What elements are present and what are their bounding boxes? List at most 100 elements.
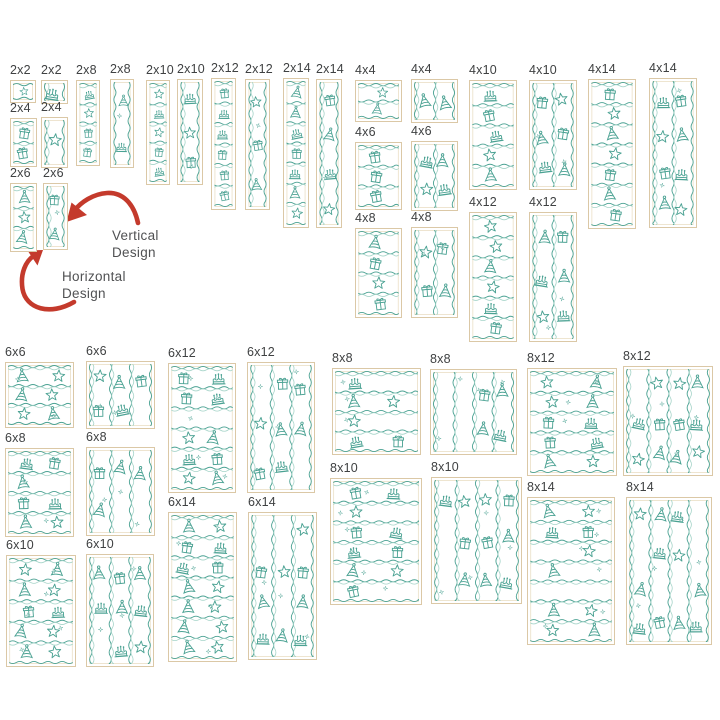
size-label-4x8-horizontal: 4x8 xyxy=(355,211,376,225)
size-label-8x14-horizontal: 8x14 xyxy=(527,480,555,494)
size-label-2x8-vertical: 2x8 xyxy=(110,62,131,76)
size-label-6x12-vertical: 6x12 xyxy=(247,345,275,359)
size-label-4x10-vertical: 4x10 xyxy=(529,63,557,77)
pattern-horizontal xyxy=(472,83,514,187)
pattern-horizontal xyxy=(9,558,73,664)
design-swatch-6x14-horizontal xyxy=(168,512,237,662)
size-label-8x14-vertical: 8x14 xyxy=(626,480,654,494)
pattern-horizontal xyxy=(79,83,97,163)
pattern-vertical xyxy=(46,186,65,247)
pattern-vertical xyxy=(652,81,694,225)
pattern-horizontal xyxy=(333,481,419,602)
size-label-2x12-horizontal: 2x12 xyxy=(211,61,239,75)
design-swatch-2x2-vertical xyxy=(41,80,68,104)
pattern-vertical xyxy=(414,144,455,208)
size-label-2x12-vertical: 2x12 xyxy=(245,62,273,76)
pattern-horizontal xyxy=(530,500,612,642)
size-label-8x10-vertical: 8x10 xyxy=(431,460,459,474)
pattern-horizontal xyxy=(358,145,399,207)
design-swatch-4x14-horizontal xyxy=(588,79,636,229)
design-swatch-4x6-vertical xyxy=(411,141,458,211)
pattern-horizontal xyxy=(171,366,233,490)
size-label-6x14-horizontal: 6x14 xyxy=(168,495,196,509)
pattern-horizontal xyxy=(13,186,34,249)
design-swatch-2x6-vertical xyxy=(43,183,68,250)
design-swatch-2x10-vertical xyxy=(177,79,203,185)
pattern-vertical xyxy=(532,83,574,187)
pattern-vertical xyxy=(251,515,314,657)
pattern-vertical xyxy=(180,82,200,182)
size-label-2x4-vertical: 2x4 xyxy=(41,100,62,114)
design-swatch-2x4-vertical xyxy=(41,117,68,168)
design-swatch-6x6-horizontal xyxy=(5,362,74,428)
horizontal-design-note-line1: Horizontal xyxy=(62,269,126,284)
size-label-4x12-horizontal: 4x12 xyxy=(469,195,497,209)
design-swatch-8x12-horizontal xyxy=(527,368,617,476)
design-swatch-4x10-horizontal xyxy=(469,80,517,190)
size-label-4x6-horizontal: 4x6 xyxy=(355,125,376,139)
size-label-4x8-vertical: 4x8 xyxy=(411,210,432,224)
size-label-4x14-vertical: 4x14 xyxy=(649,61,677,75)
design-swatch-2x8-vertical xyxy=(110,79,134,168)
design-swatch-4x6-horizontal xyxy=(355,142,402,210)
horizontal-design-note: Horizontal Design xyxy=(62,268,126,302)
pattern-horizontal xyxy=(13,121,34,164)
pattern-vertical xyxy=(44,120,65,165)
design-swatch-4x4-horizontal xyxy=(355,80,402,122)
vertical-design-note-line1: Vertical xyxy=(112,228,159,243)
size-label-4x12-vertical: 4x12 xyxy=(529,195,557,209)
design-swatch-2x8-horizontal xyxy=(76,80,100,166)
size-label-8x12-vertical: 8x12 xyxy=(623,349,651,363)
size-label-8x12-horizontal: 8x12 xyxy=(527,351,555,365)
size-label-4x4-horizontal: 4x4 xyxy=(355,63,376,77)
size-label-2x10-horizontal: 2x10 xyxy=(146,63,174,77)
design-swatch-8x10-horizontal xyxy=(330,478,422,605)
size-label-2x10-vertical: 2x10 xyxy=(177,62,205,76)
design-swatch-6x12-vertical xyxy=(247,362,315,493)
design-swatch-2x2-horizontal xyxy=(10,80,36,103)
size-label-6x8-horizontal: 6x8 xyxy=(5,431,26,445)
pattern-vertical xyxy=(44,83,65,101)
pattern-horizontal xyxy=(472,215,514,339)
design-swatch-4x10-vertical xyxy=(529,80,577,190)
size-label-6x14-vertical: 6x14 xyxy=(248,495,276,509)
size-label-6x10-vertical: 6x10 xyxy=(86,537,114,551)
pattern-horizontal xyxy=(286,81,306,225)
pattern-vertical xyxy=(89,364,152,426)
vertical-design-arrow xyxy=(66,190,141,226)
size-label-4x6-vertical: 4x6 xyxy=(411,124,432,138)
design-swatch-8x8-horizontal xyxy=(332,368,421,455)
vertical-design-note-line2: Design xyxy=(112,245,156,260)
design-swatch-6x8-horizontal xyxy=(5,448,74,537)
size-label-4x4-vertical: 4x4 xyxy=(411,62,432,76)
horizontal-design-note-line2: Design xyxy=(62,286,106,301)
design-swatch-6x6-vertical xyxy=(86,361,155,429)
pattern-horizontal xyxy=(591,82,633,226)
design-swatch-2x12-vertical xyxy=(245,79,270,210)
pattern-vertical xyxy=(113,82,131,165)
pattern-vertical xyxy=(89,557,151,664)
pattern-horizontal xyxy=(358,231,399,315)
design-swatch-4x12-horizontal xyxy=(469,212,517,342)
pattern-horizontal xyxy=(335,371,418,452)
design-swatch-4x12-vertical xyxy=(529,212,577,342)
size-label-6x12-horizontal: 6x12 xyxy=(168,346,196,360)
size-label-8x8-horizontal: 8x8 xyxy=(332,351,353,365)
pattern-vertical xyxy=(414,82,455,120)
pattern-vertical xyxy=(414,230,455,315)
design-swatch-6x10-horizontal xyxy=(6,555,76,667)
pattern-vertical xyxy=(433,372,514,452)
design-swatch-8x8-vertical xyxy=(430,369,517,455)
design-swatch-2x6-horizontal xyxy=(10,183,37,252)
pattern-horizontal xyxy=(8,365,71,425)
size-label-8x10-horizontal: 8x10 xyxy=(330,461,358,475)
design-swatch-2x12-horizontal xyxy=(211,78,236,210)
pattern-vertical xyxy=(626,369,710,473)
size-label-2x6-horizontal: 2x6 xyxy=(10,166,31,180)
design-swatch-8x10-vertical xyxy=(431,477,522,604)
size-label-6x6-vertical: 6x6 xyxy=(86,344,107,358)
size-label-6x6-horizontal: 6x6 xyxy=(5,345,26,359)
pattern-horizontal xyxy=(214,81,233,207)
design-swatch-8x12-vertical xyxy=(623,366,713,476)
design-swatch-4x4-vertical xyxy=(411,79,458,123)
